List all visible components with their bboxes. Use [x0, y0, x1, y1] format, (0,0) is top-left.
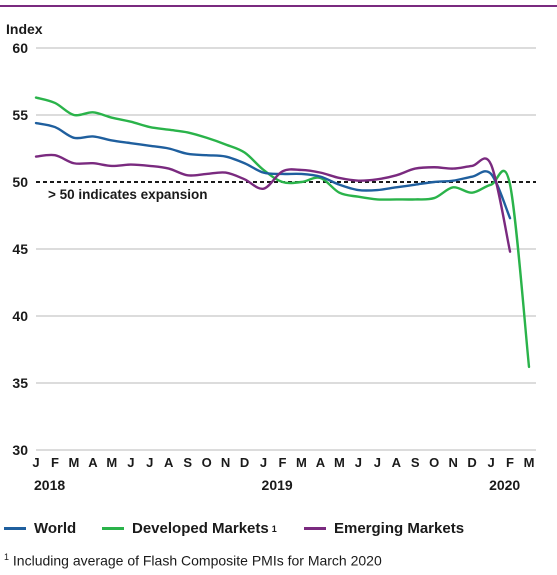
x-tick-label: M: [106, 455, 117, 470]
x-tick-label: A: [164, 455, 174, 470]
x-tick-label: M: [334, 455, 345, 470]
y-axis-title: Index: [6, 21, 43, 37]
reference-line-label: > 50 indicates expansion: [48, 187, 207, 202]
reference-line: > 50 indicates expansion: [36, 181, 536, 202]
legend: World Developed Markets 1 Emerging Marke…: [4, 520, 554, 544]
x-tick-label: D: [467, 455, 476, 470]
y-tick-label: 30: [12, 442, 28, 458]
x-tick-label: O: [202, 455, 212, 470]
legend-swatch-world: [4, 527, 26, 530]
line-chart: Index 30 35 40 45 50 55 60 > 50 indicates expan…: [6, 21, 536, 493]
x-tick-label: M: [296, 455, 307, 470]
series-line-developed-markets: [34, 96, 531, 369]
x-tick-label: F: [279, 455, 287, 470]
x-year-label: 2018: [34, 477, 65, 493]
x-tick-label: J: [374, 455, 381, 470]
legend-label-world: World: [34, 520, 77, 537]
y-tick-label: 50: [12, 174, 28, 190]
legend-label-emerging-markets: Emerging Markets: [334, 520, 465, 537]
x-tick-label: S: [411, 455, 420, 470]
x-tick-label: J: [146, 455, 153, 470]
x-tick-label: S: [183, 455, 192, 470]
legend-item-developed-markets: Developed Markets 1: [102, 520, 277, 537]
x-tick-label: N: [221, 455, 230, 470]
footnote-text: Including average of Flash Composite PMI…: [9, 552, 382, 569]
x-year-label: 2019: [262, 477, 293, 493]
legend-item-emerging-markets: Emerging Markets: [304, 520, 464, 537]
legend-footnote-mark: 1: [271, 523, 277, 534]
y-tick-label: 40: [12, 308, 28, 324]
x-tick-label: N: [448, 455, 457, 470]
x-tick-label: J: [355, 455, 362, 470]
x-tick-label: O: [429, 455, 439, 470]
top-rule: [0, 5, 557, 7]
gridlines: [36, 47, 536, 451]
footnote-mark: 1: [4, 552, 10, 562]
y-tick-label: 35: [12, 375, 28, 391]
x-tick-label: J: [260, 455, 267, 470]
x-tick-label: M: [69, 455, 80, 470]
x-tick-label: D: [240, 455, 249, 470]
y-axis: Index 30 35 40 45 50 55 60: [6, 21, 43, 458]
y-tick-label: 55: [12, 107, 28, 123]
x-tick-label: F: [506, 455, 514, 470]
x-tick-label: A: [392, 455, 402, 470]
x-year-label: 2020: [489, 477, 520, 493]
series-lines: [34, 96, 531, 369]
legend-swatch-developed-markets: [102, 527, 124, 530]
series-line-world: [34, 121, 512, 220]
series-line-emerging-markets: [34, 153, 512, 253]
legend-item-world: World: [4, 520, 76, 537]
x-tick-label: F: [51, 455, 59, 470]
x-tick-label: A: [316, 455, 326, 470]
x-tick-label: A: [88, 455, 98, 470]
y-tick-label: 45: [12, 241, 28, 257]
x-tick-label: M: [524, 455, 535, 470]
footnote: 1 Including average of Flash Composite P…: [4, 552, 382, 569]
legend-label-developed-markets: Developed Markets: [132, 520, 269, 537]
x-tick-label: J: [487, 455, 494, 470]
y-tick-label: 60: [12, 40, 28, 56]
legend-swatch-emerging-markets: [304, 527, 326, 530]
x-tick-label: J: [32, 455, 39, 470]
x-tick-label: J: [127, 455, 134, 470]
